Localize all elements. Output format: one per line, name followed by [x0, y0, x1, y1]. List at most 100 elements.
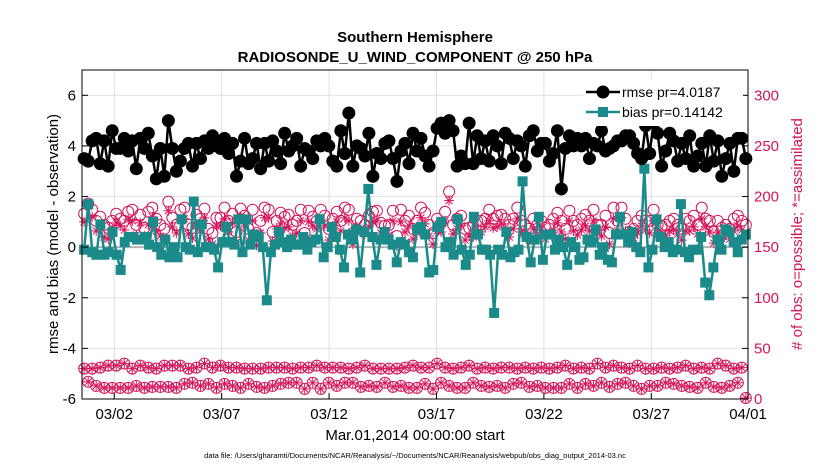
obs-assimilated-point-lower	[504, 362, 515, 373]
obs-possible-point-lower	[82, 375, 95, 388]
asterisk-stroke	[92, 381, 101, 390]
obs-assimilated-point-lower	[452, 382, 463, 393]
rmse-point	[274, 157, 288, 171]
asterisk-stroke	[340, 378, 349, 387]
obs-possible-point-lower	[362, 379, 375, 392]
asterisk-stroke	[328, 363, 337, 372]
asterisk-stroke	[697, 214, 706, 223]
obs-assimilated-point-upper	[580, 220, 591, 231]
asterisk-stroke	[573, 384, 582, 392]
obs-possible-point-upper	[162, 195, 175, 208]
obs-assimilated-point-lower	[295, 362, 306, 373]
asterisk-stroke	[192, 363, 201, 372]
obs-assimilated-point-lower	[235, 382, 246, 393]
y-tick-label-left: 0	[68, 239, 76, 256]
y-axis-label-right: # of obs: o=possible; *=assimilated	[789, 118, 806, 350]
obs-possible-point-lower	[683, 380, 696, 393]
asterisk-stroke	[673, 363, 682, 372]
asterisk-stroke	[208, 363, 217, 372]
bias-point	[172, 252, 183, 263]
obs-assimilated-point-lower	[592, 358, 603, 369]
asterisk-stroke	[104, 361, 113, 370]
obs-possible-point-upper	[178, 201, 191, 214]
x-axis: 03/02 03/07 03/12 03/17 03/22 03/27 04/01	[95, 393, 767, 423]
obs-assimilated-point-lower	[656, 362, 667, 373]
x-tick-label: 03/22	[525, 406, 563, 423]
asterisk-stroke	[641, 364, 650, 373]
bias-point	[594, 249, 605, 260]
asterisk-stroke	[669, 226, 678, 234]
obs-assimilated-point-lower	[207, 362, 218, 373]
obs-assimilated-point-upper	[135, 217, 146, 228]
bias-point	[643, 262, 654, 273]
bias-point	[448, 249, 459, 260]
rmse-point	[390, 174, 404, 188]
bias-point	[168, 242, 179, 253]
bias-point	[334, 244, 345, 255]
obs-assimilated-point-lower	[351, 362, 362, 373]
asterisk-stroke	[601, 223, 610, 231]
rmse-point	[358, 149, 372, 163]
asterisk-stroke	[689, 364, 698, 373]
obs-assimilated-point-lower	[440, 362, 451, 373]
bias-point	[237, 247, 248, 258]
bias-point	[347, 234, 358, 245]
asterisk-stroke	[549, 384, 558, 392]
rmse-point	[153, 141, 167, 155]
asterisk-stroke	[493, 223, 502, 231]
x-tick-label: 03/17	[418, 406, 456, 423]
rmse-point	[342, 106, 356, 120]
asterisk-stroke	[493, 381, 502, 390]
asterisk-stroke	[625, 364, 634, 373]
asterisk-stroke	[525, 382, 534, 391]
obs-assimilated-point-lower	[480, 362, 491, 373]
y-tick-label-right: 250	[754, 138, 779, 155]
obs-possible-point-lower	[298, 382, 311, 395]
obs-assimilated-point-lower	[420, 378, 431, 389]
asterisk-stroke	[721, 361, 730, 370]
rmse-point	[526, 124, 540, 138]
obs-possible-point-upper	[711, 214, 724, 227]
asterisk-stroke	[581, 222, 590, 230]
bias-point	[468, 211, 479, 222]
asterisk-stroke	[473, 364, 482, 373]
asterisk-stroke	[88, 364, 97, 373]
obs-assimilated-point-lower	[512, 363, 523, 374]
obs-assimilated-point-upper	[460, 235, 471, 246]
asterisk-stroke	[605, 382, 614, 391]
bias-point	[724, 226, 735, 237]
obs-assimilated-point-lower	[740, 392, 751, 403]
bias-point	[379, 226, 390, 237]
obs-assimilated-point-lower	[343, 363, 354, 374]
rmse-point	[81, 154, 95, 168]
obs-possible-point-lower	[427, 382, 440, 395]
obs-assimilated-point-lower	[484, 381, 495, 392]
bias-point	[505, 252, 516, 263]
asterisk-stroke	[272, 363, 281, 372]
rmse-point	[550, 124, 564, 138]
obs-possible-point-upper	[491, 209, 504, 222]
rmse-point	[374, 152, 388, 166]
obs-assimilated-point-lower	[516, 377, 527, 388]
obs-assimilated-point-lower	[456, 362, 467, 373]
obs-possible-point-upper	[647, 203, 660, 216]
bias-point	[432, 221, 443, 232]
bias-point	[590, 224, 601, 235]
bias-point	[631, 242, 642, 253]
bias-point	[343, 229, 354, 240]
legend-box	[583, 80, 743, 126]
asterisk-stroke	[148, 382, 157, 391]
rmse-point	[546, 147, 560, 161]
obs-assimilated-point-lower	[732, 377, 743, 388]
rmse-point	[538, 136, 552, 150]
asterisk-stroke	[681, 361, 690, 370]
obs-assimilated-point-upper	[387, 215, 398, 226]
asterisk-stroke	[373, 382, 381, 391]
asterisk-stroke	[381, 378, 389, 387]
bias-point	[184, 244, 195, 255]
obs-assimilated-point-lower	[119, 358, 130, 369]
asterisk-stroke	[517, 378, 526, 387]
asterisk-stroke	[485, 382, 494, 391]
asterisk-stroke	[244, 379, 253, 388]
